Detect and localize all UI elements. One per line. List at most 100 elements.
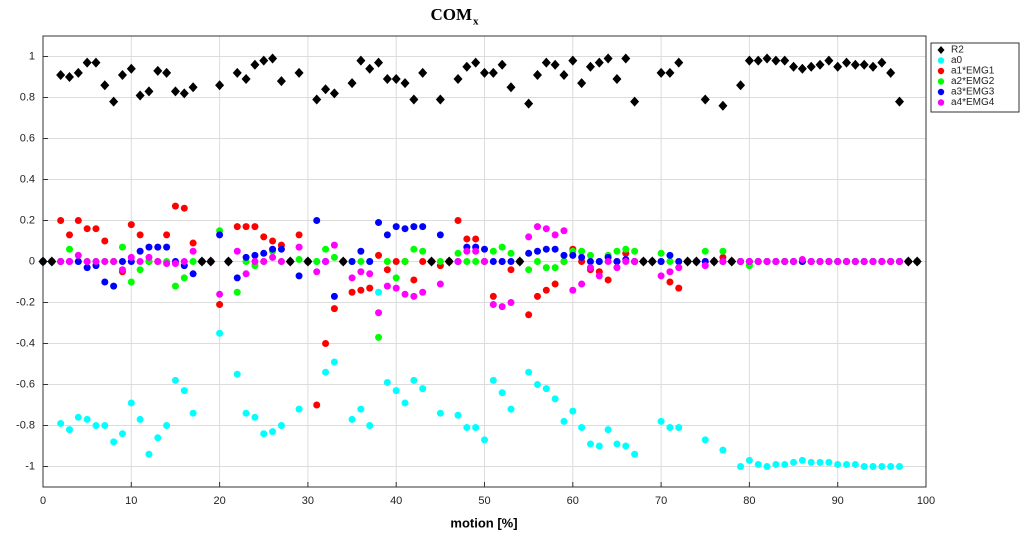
x-tick-label: 40 [390,495,402,507]
data-point [719,446,727,454]
data-point [154,434,162,442]
data-point [816,458,824,466]
chart-title: COM [430,5,472,24]
x-tick-label: 30 [302,495,314,507]
data-point [260,430,268,438]
data-point [101,422,109,429]
data-point [118,430,126,438]
series [38,53,922,267]
data-point [816,258,824,265]
data-point [171,282,179,290]
data-point [551,280,559,288]
data-point [719,247,727,255]
data-point [242,253,250,261]
data-point [242,409,250,417]
data-point [171,260,179,268]
legend-marker [937,88,945,96]
data-point [595,258,603,265]
data-point [700,94,710,105]
data-point [868,61,878,72]
data-point [463,258,471,265]
data-point [613,264,621,272]
data-point [472,247,480,255]
data-point [74,413,82,421]
data-point [74,258,82,265]
x-axis-label: motion [%] [450,515,517,530]
y-tick-label: -0.2 [16,296,35,308]
data-point [391,74,401,85]
data-point [612,74,622,85]
data-point [559,69,569,80]
data-point [569,286,577,294]
data-point [127,253,135,261]
data-point [189,239,197,247]
legend-label: a0 [951,55,963,66]
data-point [383,378,391,386]
data-point [338,256,348,267]
data-point [329,88,339,99]
data-point [110,258,118,265]
data-point [533,223,541,231]
data-point [621,53,631,64]
data-point [83,225,91,233]
data-point [753,55,763,66]
data-point [171,376,179,384]
data-point [92,225,100,233]
data-point [771,55,781,66]
data-point [542,264,550,272]
data-point [674,57,684,68]
data-point [269,237,277,245]
data-point [73,67,83,78]
data-point [180,274,188,282]
data-point [780,55,790,66]
data-point [65,426,73,434]
data-point [410,223,418,231]
x-tick-label: 80 [743,495,755,507]
data-point [895,96,905,107]
data-point [171,202,179,210]
data-point [145,450,153,458]
data-point [83,258,91,265]
data-point [330,292,338,300]
data-point [295,231,303,239]
x-tick-label: 100 [917,495,935,507]
data-point [180,387,188,395]
data-point [525,266,533,274]
y-tick-label: 0.4 [20,173,35,185]
data-point [622,442,630,450]
data-point [356,55,366,66]
data-point [251,258,259,265]
data-point [481,245,488,253]
data-point [91,57,101,68]
data-point [216,301,224,309]
data-point [489,247,497,255]
data-point [401,225,409,233]
data-point [878,463,886,470]
data-point [366,258,374,265]
data-point [269,428,277,436]
data-point [586,258,594,265]
data-point [118,258,126,265]
data-point [410,376,418,384]
data-point [233,288,241,296]
data-point [38,256,48,267]
data-point [604,426,612,434]
data-point [101,278,109,286]
data-point [665,67,675,78]
data-point [507,266,515,274]
data-point [657,258,665,265]
data-point [101,258,109,265]
y-tick-label: 1 [29,50,35,62]
data-point [463,235,471,243]
data-point [436,280,444,288]
data-point [525,233,533,241]
data-point [100,80,110,91]
data-point [135,90,145,101]
data-point [568,55,578,66]
x-tick-label: 20 [213,495,225,507]
data-point [392,258,400,265]
data-point [656,67,666,78]
legend-label: a4*EMG4 [951,97,995,108]
data-point [542,286,550,294]
data-point [215,80,225,91]
